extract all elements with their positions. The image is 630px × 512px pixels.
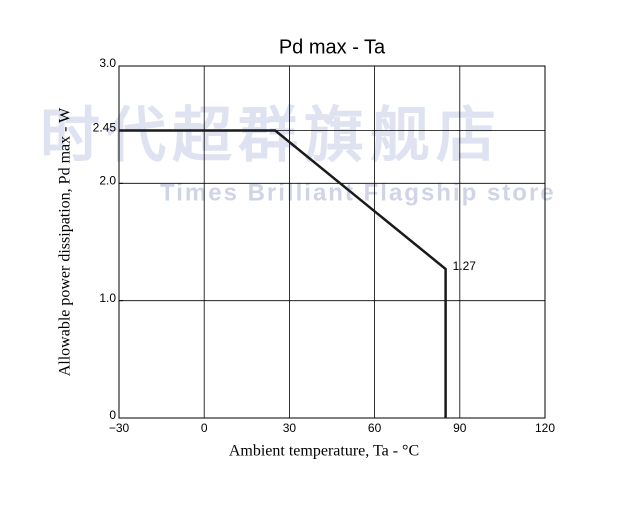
y-tick-label: 2.0 [99, 174, 116, 188]
x-tick-label: 60 [368, 421, 382, 435]
y-tick-label: 1.0 [99, 291, 116, 305]
y-tick-label: 3.0 [99, 56, 116, 70]
x-tick-label: 90 [453, 421, 467, 435]
y-tick-label: 0 [109, 408, 116, 422]
chart-title: Pd max - Ta [279, 36, 386, 58]
x-tick-label: 0 [201, 421, 208, 435]
y-tick-label: 2.45 [93, 121, 117, 135]
watermark: 时代超群旗舰店 [40, 102, 502, 169]
y-axis-label: Allowable power dissipation, Pd max - W [57, 107, 74, 376]
watermark-subtitle: Times Brilliant Flagship store [160, 179, 556, 206]
data-label: 1.27 [453, 259, 477, 273]
data-line [119, 129, 447, 418]
x-tick-label: 30 [283, 421, 297, 435]
x-tick-label: 120 [535, 421, 555, 435]
x-tick-label: −30 [109, 421, 130, 435]
x-axis-label: Ambient temperature, Ta - °C [229, 443, 419, 460]
